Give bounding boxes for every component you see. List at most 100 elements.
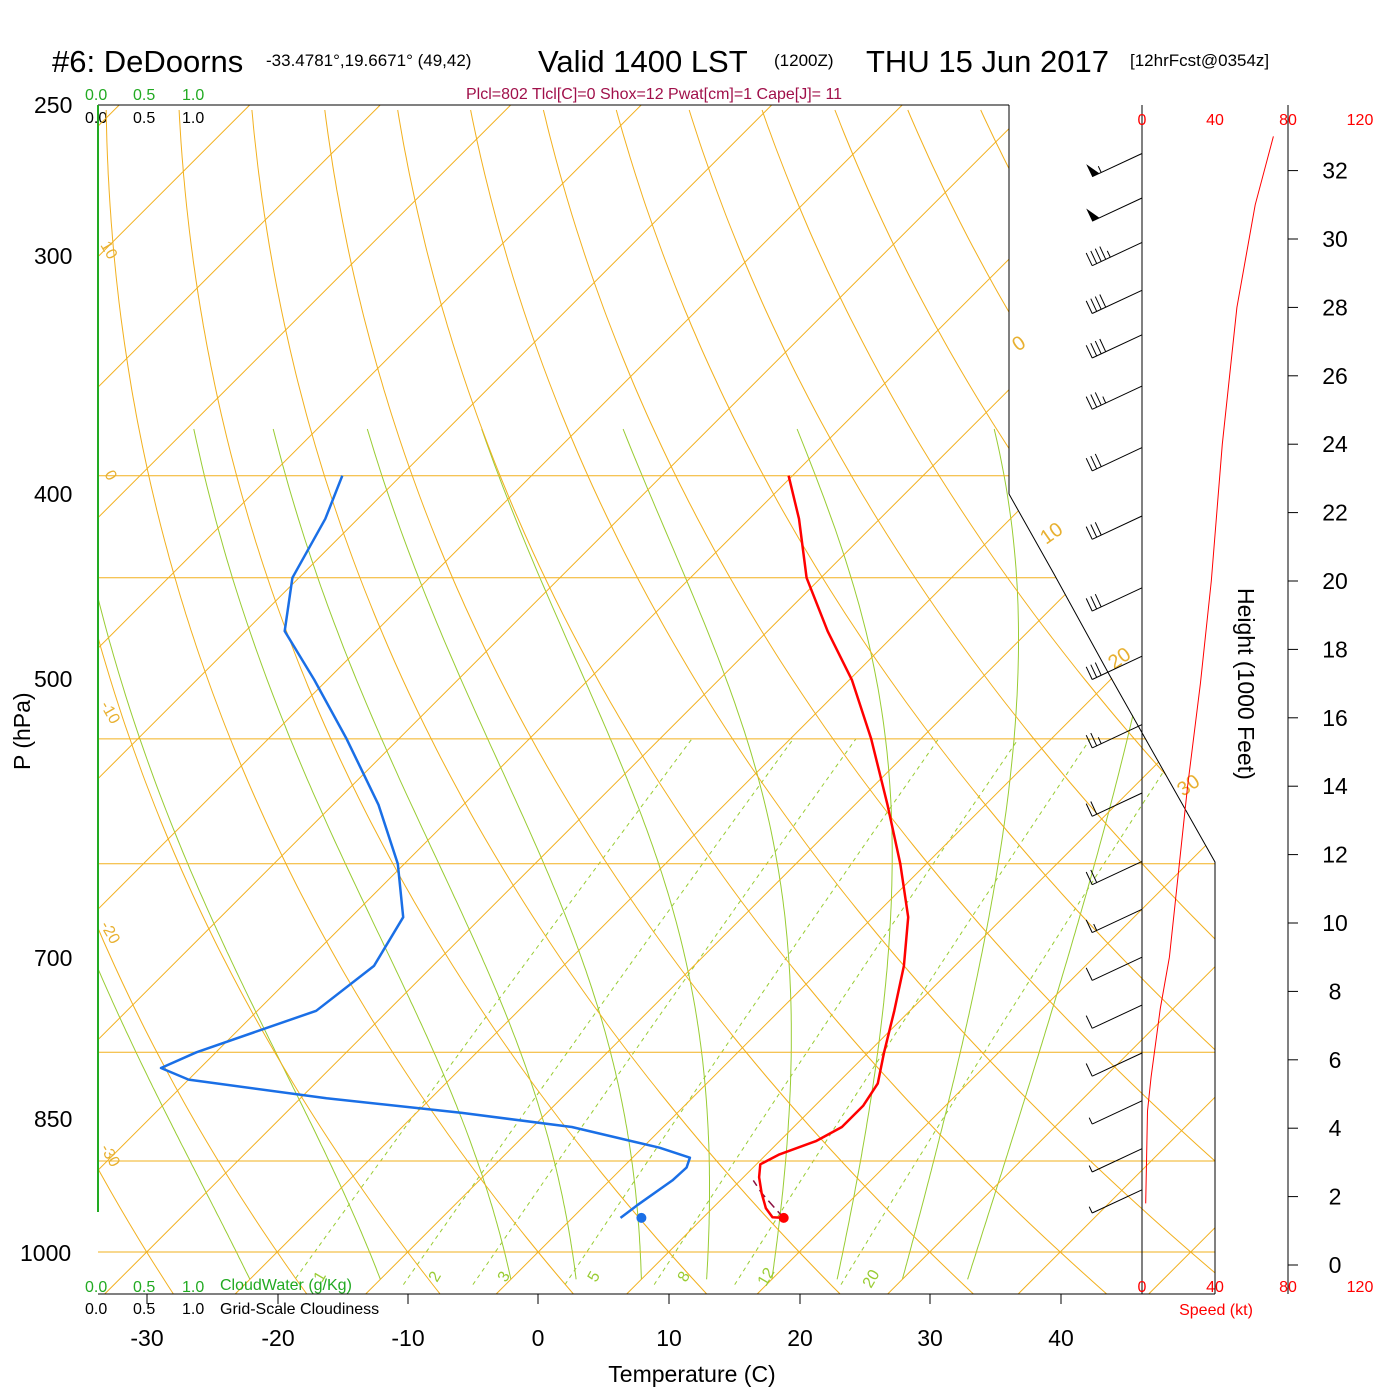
wind-barb-pennant bbox=[1086, 164, 1100, 177]
wind-barb-feather bbox=[1085, 396, 1093, 410]
height-tick-label: 14 bbox=[1322, 773, 1348, 799]
moist-adiabats bbox=[98, 428, 1179, 1280]
wind-barb-feather bbox=[1085, 734, 1093, 749]
top-black-scale: 0.0 0.5 1.0 bbox=[85, 110, 204, 127]
isotherm-line bbox=[104, 105, 1215, 1294]
pressure-tick: 500 bbox=[34, 666, 72, 692]
pressure-tick: 700 bbox=[34, 945, 72, 971]
wind-barb-staff bbox=[1091, 241, 1143, 267]
dry-adiabat-label: 0 bbox=[101, 468, 120, 484]
speed-tick: 40 bbox=[1206, 1279, 1224, 1296]
dry-adiabat-line bbox=[834, 109, 1215, 1294]
wind-barb-feather bbox=[1099, 338, 1107, 352]
wind-barb-feather bbox=[1085, 919, 1093, 933]
height-tick-label: 24 bbox=[1322, 431, 1348, 457]
wind-barb-staff bbox=[1091, 153, 1143, 178]
wind-barb bbox=[1086, 197, 1143, 222]
forecast-label: [12hrFcst@0354z] bbox=[1130, 51, 1269, 70]
cloud-water-scale: 0.0 0.5 1.0 CloudWater (g/Kg) bbox=[85, 1277, 352, 1296]
wind-barb-half-feather bbox=[1088, 1165, 1093, 1173]
wind-barb-staff bbox=[1091, 1100, 1143, 1125]
dry-adiabat-line bbox=[1053, 109, 1215, 1294]
wind-barb bbox=[1085, 655, 1143, 680]
wind-barb bbox=[1085, 289, 1143, 314]
wind-barb-feather bbox=[1090, 732, 1098, 747]
top-green-tick: 0.0 bbox=[85, 87, 107, 104]
wind-barb-half-feather bbox=[1093, 923, 1098, 931]
height-tick-label: 10 bbox=[1322, 910, 1348, 936]
speed-scale-top: 0 40 80 120 bbox=[1138, 112, 1374, 129]
isotherm-line bbox=[887, 105, 1215, 1294]
wind-barb-feather bbox=[1085, 252, 1093, 266]
mixing-ratio-line bbox=[734, 738, 1091, 1285]
valid-time: Valid 1400 LST bbox=[538, 44, 748, 79]
mixing-ratio-label: 20 bbox=[860, 1267, 884, 1291]
wind-barb bbox=[1085, 447, 1143, 472]
dewpoint-trace bbox=[159, 475, 692, 1219]
wind-barb-half-feather bbox=[1088, 1206, 1093, 1214]
height-tick-label: 26 bbox=[1322, 363, 1348, 389]
pressure-tick: 250 bbox=[34, 92, 72, 118]
pressure-tick: 850 bbox=[34, 1106, 72, 1132]
temperature-tick: -10 bbox=[391, 1325, 424, 1351]
wind-barb-staff bbox=[1091, 908, 1143, 934]
plot-area bbox=[98, 105, 1400, 1294]
temperature-tick: 10 bbox=[656, 1325, 682, 1351]
dry-adiabat-label: -10 bbox=[97, 699, 123, 728]
height-tick-label: 6 bbox=[1329, 1047, 1342, 1073]
cloud-water-tick: 0.0 bbox=[85, 1279, 107, 1296]
wind-barb-staff bbox=[1091, 1052, 1143, 1077]
moist-adiabat-line bbox=[272, 428, 577, 1280]
wind-barb bbox=[1085, 334, 1143, 359]
height-tick-label: 30 bbox=[1322, 226, 1348, 252]
dry-adiabat-line bbox=[907, 109, 1215, 1294]
dewpoint-line bbox=[159, 475, 692, 1219]
mixing-ratio-lines bbox=[290, 738, 1186, 1285]
temperature-trace bbox=[757, 475, 910, 1220]
height-tick-label: 32 bbox=[1322, 158, 1348, 184]
mixing-ratio-labels: 1 2 3 5 8 12 20 bbox=[311, 1265, 884, 1291]
wind-barb bbox=[1085, 724, 1143, 749]
wind-barb-half-feather bbox=[1097, 737, 1102, 744]
wind-barb-staff bbox=[1091, 289, 1143, 314]
speed-tick: 0 bbox=[1138, 1279, 1147, 1296]
cloud-water-tick: 1.0 bbox=[182, 1279, 204, 1296]
wind-barb-feather bbox=[1090, 869, 1098, 883]
dry-adiabat-line bbox=[1345, 110, 1400, 1294]
temperature-line bbox=[757, 475, 910, 1220]
wind-barb-feather bbox=[1090, 596, 1098, 610]
height-tick-label: 18 bbox=[1322, 636, 1348, 662]
height-tick-label: 28 bbox=[1322, 294, 1348, 320]
height-tick-label: 20 bbox=[1322, 568, 1348, 594]
dry-adiabat-label: -30 bbox=[97, 1142, 123, 1171]
wind-barb-staff bbox=[1091, 447, 1143, 472]
station-coords: -33.4781°,19.6671° (49,42) bbox=[266, 51, 471, 70]
dry-adiabat-line bbox=[251, 109, 841, 1294]
wind-barb bbox=[1085, 792, 1143, 817]
wind-barb-staff bbox=[1091, 1189, 1143, 1214]
isotherm-line bbox=[98, 105, 512, 1294]
surface-dewpoint-marker bbox=[636, 1212, 647, 1223]
top-green-tick: 1.0 bbox=[182, 87, 204, 104]
isotherm-line bbox=[98, 105, 381, 1294]
wind-barb-feather bbox=[1099, 294, 1107, 308]
dry-adiabat-line bbox=[470, 109, 1215, 1294]
mixing-ratio-line bbox=[472, 738, 857, 1285]
dry-adiabat-line bbox=[397, 109, 1108, 1294]
cloudiness-tick: 0.0 bbox=[85, 1301, 107, 1318]
pressure-tick: 300 bbox=[34, 243, 72, 269]
surface-temperature-marker bbox=[778, 1212, 789, 1223]
wind-barb-half-feather bbox=[1088, 1117, 1093, 1125]
wind-barb-staff bbox=[1091, 860, 1143, 886]
top-green-scale: 0.0 0.5 1.0 bbox=[85, 87, 204, 104]
mixing-ratio-line bbox=[402, 738, 794, 1285]
wind-barb-feather bbox=[1085, 598, 1093, 612]
wind-barb-half-feather bbox=[1097, 165, 1102, 173]
dry-adiabat-labels: 10 0 -10 -20 -30 bbox=[97, 239, 123, 1171]
speed-axis-label: Speed (kt) bbox=[1179, 1302, 1253, 1319]
moist-adiabat-line bbox=[622, 428, 792, 1280]
wind-barb-feather bbox=[1085, 967, 1093, 981]
wind-barb-feather bbox=[1090, 524, 1098, 538]
